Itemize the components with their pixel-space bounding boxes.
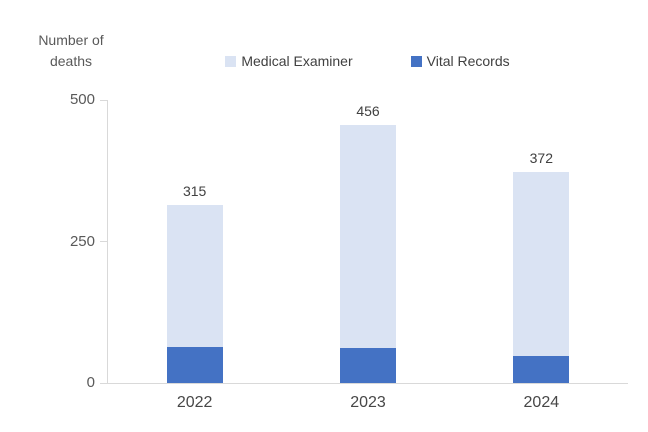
- x-axis-category-label: 2024: [523, 394, 560, 411]
- y-axis-tick-mark: [100, 383, 107, 384]
- bar-total-label: 456: [356, 102, 380, 119]
- y-axis-tick-mark: [100, 99, 107, 101]
- bar-segment-medical-examiner: [340, 124, 396, 348]
- bar-segment-vital-records: [166, 346, 223, 383]
- bar-segment-medical-examiner: [166, 204, 223, 347]
- y-axis-tick-label: 250: [69, 232, 95, 250]
- bar-group-2023: 456 2023: [340, 100, 396, 411]
- bar-group-2024: 372 2024: [513, 100, 570, 411]
- y-axis-title: Number of deaths: [38, 32, 104, 69]
- bar-total-label: 372: [529, 150, 553, 167]
- bar-segment-vital-records: [513, 355, 570, 383]
- y-axis-tick-mark: [100, 241, 107, 242]
- bar-total-label: 315: [182, 182, 207, 199]
- legend-swatch-medical-examiner: [225, 55, 237, 67]
- legend-item-vital-records: Vital Records: [410, 53, 510, 69]
- legend-label: Medical Examiner: [241, 53, 353, 69]
- legend-label: Vital Records: [426, 53, 510, 69]
- bar-group-2022: 315 2022: [166, 100, 223, 411]
- x-axis-category-label: 2022: [176, 394, 213, 411]
- bar-segment-vital-records: [340, 347, 396, 383]
- bar-segment-medical-examiner: [513, 172, 570, 356]
- legend-swatch-vital-records: [410, 55, 422, 67]
- plot-area: 0 250 500 315 2022 456 2023 372 2024: [70, 91, 628, 411]
- legend-item-medical-examiner: Medical Examiner: [225, 53, 353, 69]
- x-axis-category-label: 2023: [350, 394, 386, 411]
- y-axis-tick-label: 500: [69, 91, 95, 108]
- legend: Medical Examiner Vital Records: [107, 53, 628, 69]
- y-axis-tick-label: 0: [86, 374, 95, 391]
